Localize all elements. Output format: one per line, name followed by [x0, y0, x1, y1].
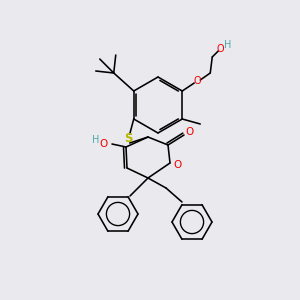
Text: O: O: [216, 44, 224, 54]
Text: O: O: [100, 139, 108, 149]
Text: H: H: [224, 40, 231, 50]
Text: O: O: [174, 160, 182, 170]
Text: O: O: [194, 76, 201, 86]
Text: S: S: [124, 133, 133, 146]
Text: H: H: [92, 135, 100, 145]
Text: O: O: [186, 127, 194, 137]
